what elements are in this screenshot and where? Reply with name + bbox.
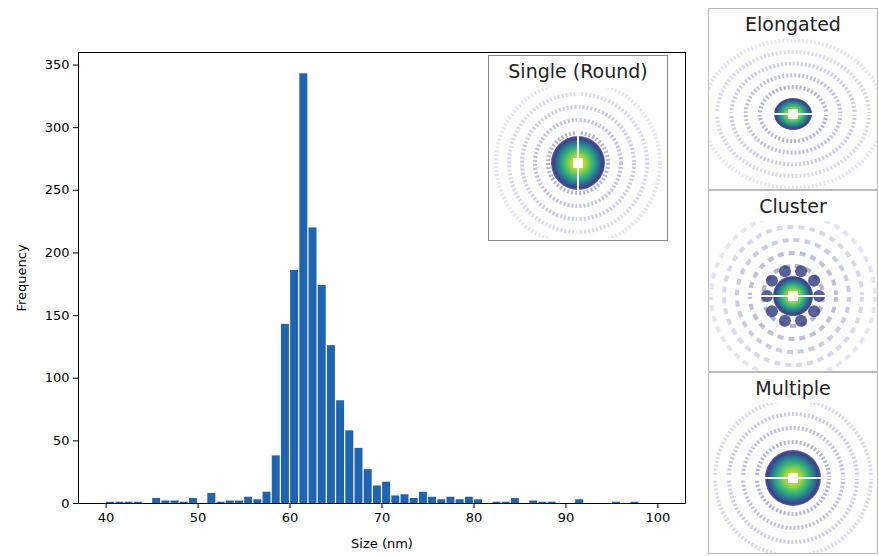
svg-text:80: 80 <box>466 510 483 525</box>
svg-text:250: 250 <box>45 182 70 197</box>
svg-text:100: 100 <box>45 370 70 385</box>
svg-text:100: 100 <box>645 510 670 525</box>
svg-text:Frequency: Frequency <box>14 244 29 311</box>
svg-text:150: 150 <box>45 308 70 323</box>
svg-text:90: 90 <box>558 510 575 525</box>
html-text:Cluster: Cluster <box>759 195 827 217</box>
svg-text:Size (nm): Size (nm) <box>351 536 413 551</box>
svg-text:40: 40 <box>98 510 115 525</box>
svg-text:50: 50 <box>190 510 207 525</box>
html-text:Multiple: Multiple <box>755 377 831 399</box>
svg-text:50: 50 <box>53 433 70 448</box>
svg-text:60: 60 <box>282 510 299 525</box>
svg-text:200: 200 <box>45 245 70 260</box>
svg-text:70: 70 <box>374 510 391 525</box>
svg-text:300: 300 <box>45 120 70 135</box>
html-text:Single (Round): Single (Round) <box>508 60 648 82</box>
svg-text:0: 0 <box>61 496 69 511</box>
svg-text:350: 350 <box>45 57 70 72</box>
html-text:Elongated: Elongated <box>745 13 841 35</box>
